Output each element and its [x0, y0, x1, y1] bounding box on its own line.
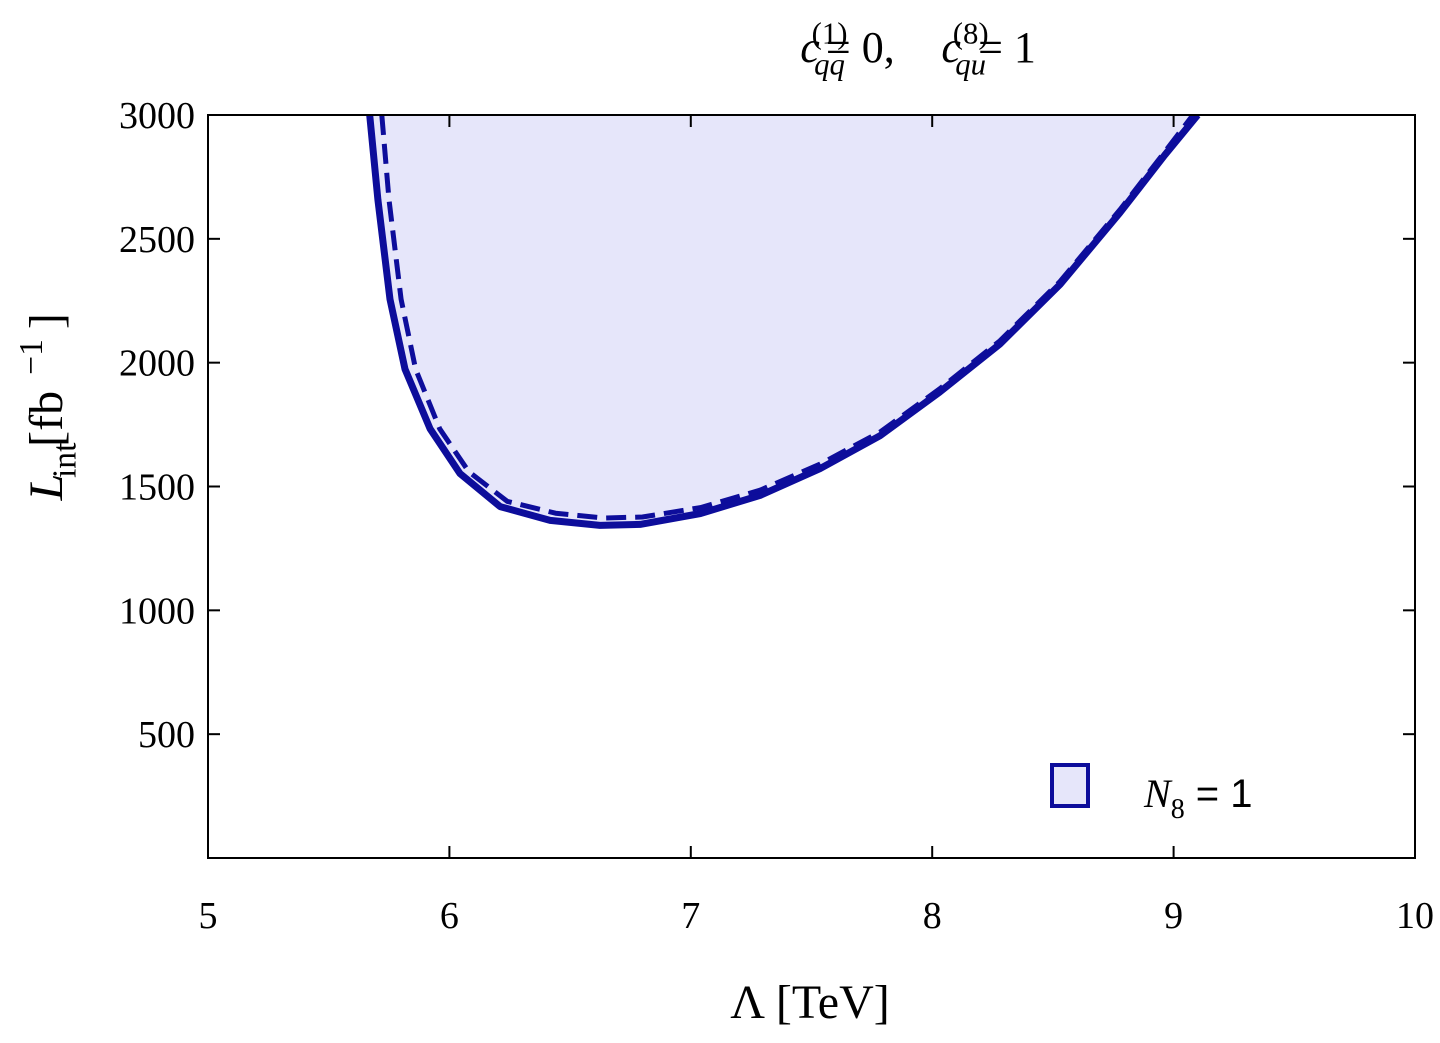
text-part: = 1: [1185, 772, 1253, 816]
dashed-line: [379, 115, 1195, 521]
superscript: (1): [812, 17, 848, 51]
x-tick-label: 5: [199, 895, 218, 937]
y-tick-label: 1500: [119, 467, 195, 509]
filled-region: [369, 115, 1198, 526]
chart-title: c(1) qq = 0, c(8) qu = 1: [800, 17, 1036, 82]
y-tick-label: 2500: [119, 219, 195, 261]
subscript: qu: [955, 47, 986, 81]
x-tick-label: 6: [440, 895, 459, 937]
text-part: = 0,: [815, 23, 906, 72]
y-axis-label: Lint [fb −1]: [13, 313, 84, 501]
x-tick-label: 9: [1164, 895, 1183, 937]
text-part: c: [941, 23, 961, 72]
subscript: 8: [1171, 794, 1185, 825]
plot-clip: [366, 115, 1201, 529]
y-tick-label: 500: [138, 714, 195, 756]
x-tick-label: 10: [1396, 895, 1434, 937]
text-part: ]: [20, 313, 73, 329]
text-part: = 1: [967, 23, 1036, 72]
x-tick-label: 8: [923, 895, 942, 937]
subscript: qq: [814, 47, 845, 81]
text-part: [fb: [20, 391, 73, 459]
superscript: −1: [13, 339, 50, 375]
y-axis-label-group: Lint [fb −1]: [13, 313, 84, 501]
x-tick-label: 7: [681, 895, 700, 937]
subscript: int: [46, 442, 83, 478]
text-part: L: [20, 474, 73, 502]
text-part: c: [800, 23, 820, 72]
legend-swatch: [1050, 763, 1090, 808]
legend-label: N8 = 1: [1143, 771, 1253, 825]
superscript: (8): [953, 17, 989, 51]
x-axis-label: Λ [TeV]: [730, 976, 889, 1029]
y-tick-label: 2000: [119, 343, 195, 385]
y-tick-label: 1000: [119, 590, 195, 632]
y-tick-label: 3000: [119, 95, 195, 137]
text-part: Λ [TeV]: [730, 976, 889, 1029]
text-part: N: [1143, 771, 1173, 816]
